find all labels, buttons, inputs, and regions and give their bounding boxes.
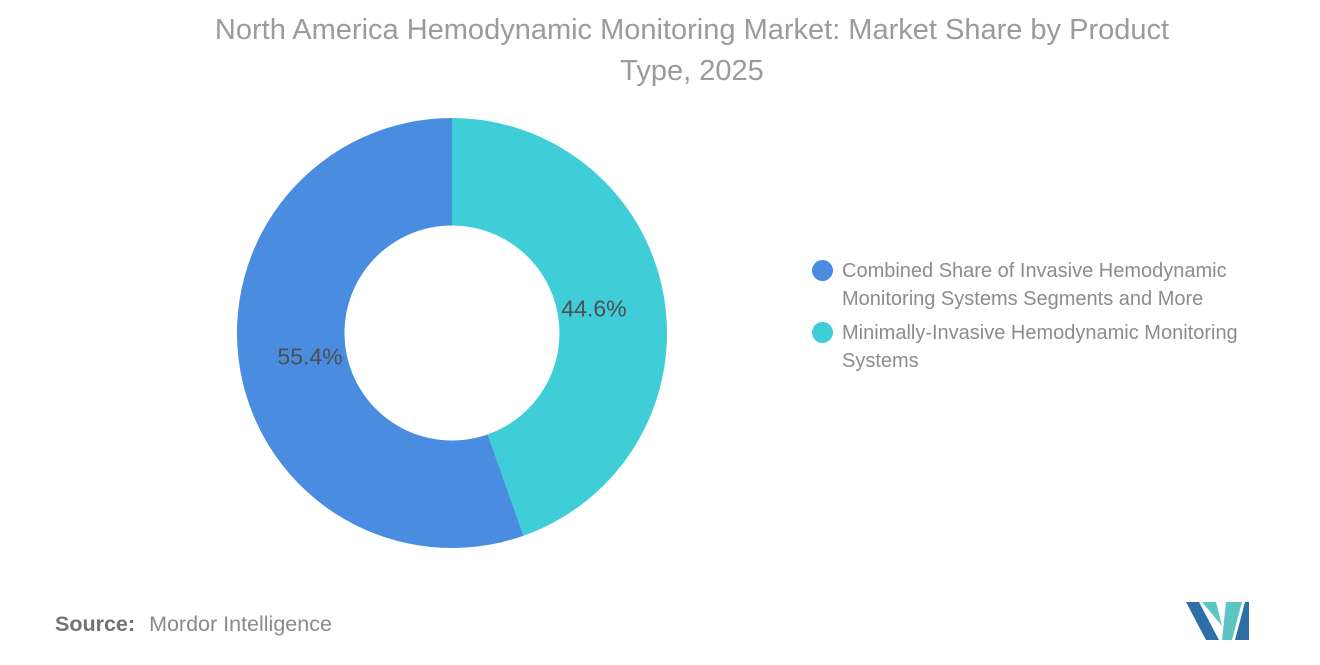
legend-item-invasive: Combined Share of Invasive Hemodynamic M… [812, 257, 1302, 313]
legend-marker-circle-icon [812, 322, 833, 343]
legend-item-minimally-invasive: Minimally-Invasive Hemodynamic Monitorin… [812, 319, 1302, 375]
source-line: Source: Mordor Intelligence [55, 612, 332, 637]
legend-item-label: Combined Share of Invasive Hemodynamic M… [842, 260, 1227, 310]
source-value: Mordor Intelligence [149, 612, 332, 636]
logo-right-triangle [1235, 602, 1249, 640]
donut-svg [237, 118, 667, 548]
donut-slice-1 [452, 118, 667, 536]
chart-title: North America Hemodynamic Monitoring Mar… [214, 14, 1170, 87]
logo-left-band [1186, 602, 1219, 640]
legend-marker-circle-icon [812, 260, 833, 281]
mordor-intelligence-logo [1186, 602, 1249, 640]
source-label: Source: [55, 612, 136, 636]
legend-item-label: Minimally-Invasive Hemodynamic Monitorin… [842, 322, 1238, 372]
logo-mid-triangle [1202, 602, 1222, 626]
logo-right-band [1222, 602, 1242, 640]
donut-chart: 55.4% 44.6% [237, 118, 667, 548]
slice-label: 55.4% [277, 343, 343, 370]
slice-label: 44.6% [561, 295, 627, 322]
chart-legend: Combined Share of Invasive Hemodynamic M… [812, 257, 1302, 375]
donut-slice-0 [237, 118, 524, 548]
